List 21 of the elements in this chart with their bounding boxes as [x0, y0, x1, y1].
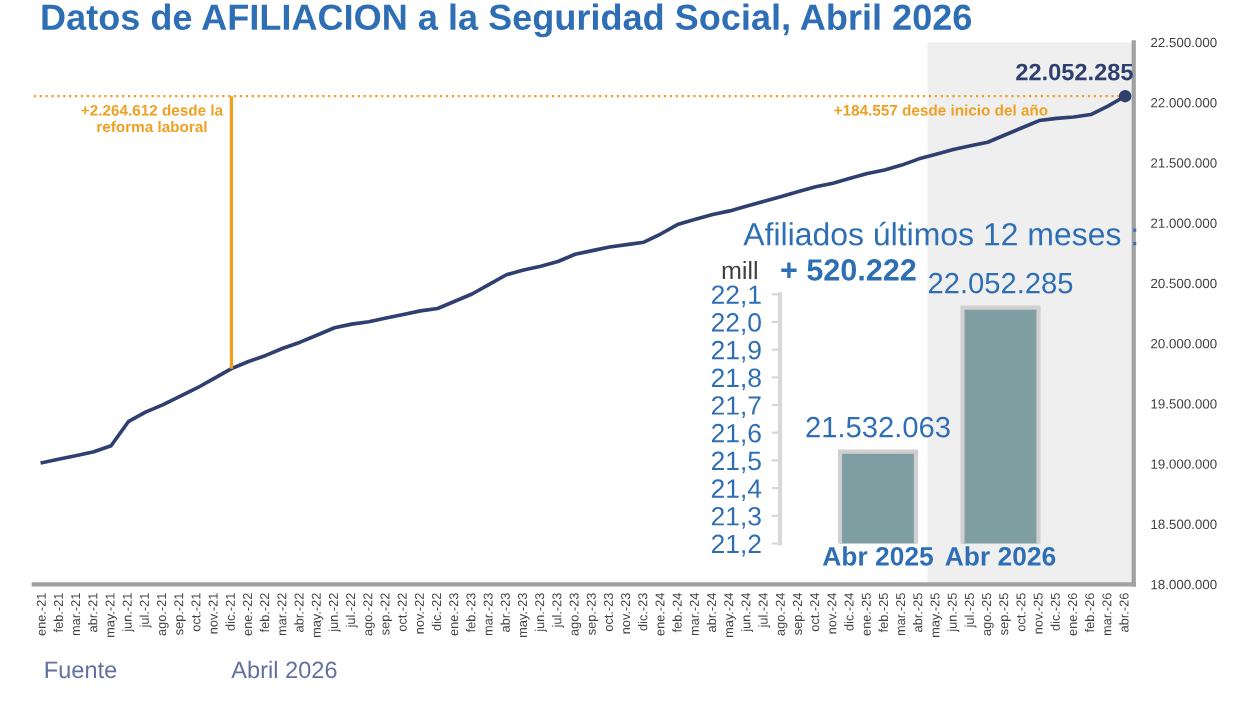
annotation: 22.052.285 — [1016, 63, 1133, 81]
x-tick-label: Abr 2025 — [822, 546, 934, 566]
y-tick-label: 21,6 — [711, 423, 761, 446]
y-tick-label: 21,5 — [711, 451, 761, 474]
x-tick-label: Abr 2026 — [945, 546, 1056, 566]
annotation: 22.052.285 — [928, 272, 1073, 294]
text: Abril 2026 — [231, 660, 337, 679]
chart-title: Datos de AFILIACION a la Seguridad Social, Abril 2026 — [42, 3, 972, 38]
y-axis-title: mill — [722, 261, 757, 280]
y-tick-label: 22,0 — [711, 313, 761, 335]
chart-title: Afiliados últimos 12 meses : — [743, 221, 1137, 246]
y-tick-label: 21,3 — [711, 506, 761, 529]
annotation: 21.532.063 — [806, 416, 950, 438]
y-tick-label: 21,4 — [711, 479, 762, 502]
y-tick-label: 22,1 — [711, 285, 761, 308]
y-tick-label: 21,8 — [711, 368, 761, 391]
chart-subtitle: + 520.222 — [781, 259, 916, 281]
y-tick-label: 21,9 — [711, 340, 761, 363]
y-tick-label: 21,7 — [711, 396, 761, 418]
text: Fuente — [45, 661, 117, 679]
y-tick-label: 21,2 — [711, 534, 761, 557]
